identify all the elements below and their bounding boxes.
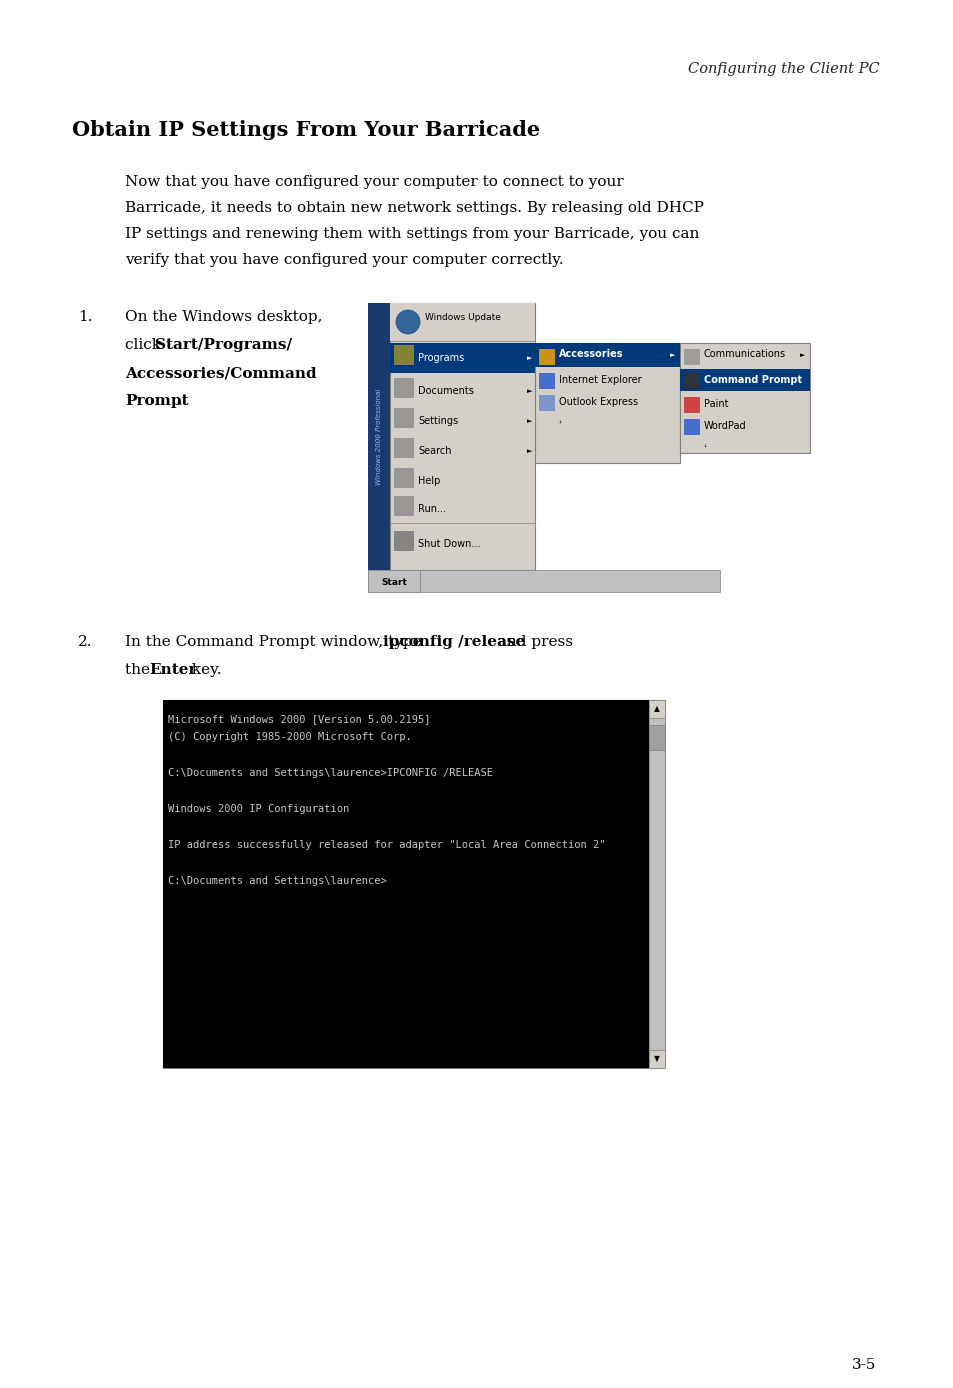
Bar [390, 343, 535, 373]
Bar [394, 408, 414, 428]
Text: ►: ► [800, 353, 804, 358]
Bar [394, 468, 414, 489]
Text: Settings: Settings [417, 416, 457, 426]
Bar [683, 419, 700, 434]
Text: Configuring the Client PC: Configuring the Client PC [687, 62, 879, 76]
Text: Enter: Enter [149, 663, 196, 677]
Text: Communications: Communications [703, 348, 785, 359]
Bar [538, 396, 555, 411]
Text: ►: ► [526, 355, 532, 361]
Bar [535, 343, 679, 464]
Text: 3-5: 3-5 [851, 1357, 875, 1371]
Bar [683, 348, 700, 365]
Text: Start/Programs/: Start/Programs/ [154, 339, 292, 353]
Bar [163, 700, 648, 1067]
Text: and press: and press [493, 634, 573, 650]
Bar [535, 343, 679, 366]
Bar [368, 303, 390, 570]
Text: ►: ► [526, 418, 532, 423]
Text: C:\Documents and Settings\laurence>IPCONFIG /RELEASE: C:\Documents and Settings\laurence>IPCON… [168, 768, 493, 779]
Text: On the Windows desktop,: On the Windows desktop, [125, 310, 322, 323]
Bar [394, 346, 414, 365]
Bar [390, 303, 535, 341]
Text: Accessories: Accessories [558, 348, 623, 359]
Text: ▲: ▲ [654, 705, 659, 713]
Bar [683, 397, 700, 414]
Bar [394, 496, 414, 516]
Bar [538, 348, 555, 365]
Text: 2.: 2. [78, 634, 92, 650]
Text: Paint: Paint [703, 398, 728, 409]
Bar [368, 570, 720, 593]
Text: verify that you have configured your computer correctly.: verify that you have configured your com… [125, 253, 563, 266]
Text: Outlook Express: Outlook Express [558, 397, 638, 407]
Text: ►: ► [526, 448, 532, 454]
Text: Windows Update: Windows Update [424, 314, 500, 322]
Text: the: the [125, 663, 154, 677]
Bar [683, 373, 700, 389]
Text: 1.: 1. [78, 310, 92, 323]
Text: IP address successfully released for adapter "Local Area Connection 2": IP address successfully released for ada… [168, 840, 605, 849]
Text: ►: ► [526, 389, 532, 394]
Bar [394, 378, 414, 398]
Bar [163, 700, 664, 1067]
Text: Start: Start [380, 577, 407, 587]
Text: Run...: Run... [417, 504, 446, 514]
Text: key.: key. [187, 663, 221, 677]
Bar [679, 369, 809, 391]
Text: IP settings and renewing them with settings from your Barricade, you can: IP settings and renewing them with setti… [125, 228, 699, 242]
Text: ꜜ: ꜜ [558, 419, 561, 428]
Text: click: click [125, 339, 166, 353]
Bar [538, 373, 555, 389]
Text: C:\Documents and Settings\laurence>: C:\Documents and Settings\laurence> [168, 876, 386, 886]
Text: ꜜ: ꜜ [703, 443, 706, 452]
Bar [679, 343, 809, 452]
Text: Documents: Documents [417, 386, 474, 396]
Text: Obtain IP Settings From Your Barricade: Obtain IP Settings From Your Barricade [71, 119, 539, 140]
Text: .: . [178, 394, 183, 408]
Text: Help: Help [417, 476, 440, 486]
Text: Accessories/Command: Accessories/Command [125, 366, 316, 380]
Bar [394, 532, 414, 551]
Text: ►: ► [669, 353, 675, 358]
Text: ▼: ▼ [654, 1055, 659, 1063]
Text: Programs: Programs [417, 353, 464, 364]
Text: Barricade, it needs to obtain new network settings. By releasing old DHCP: Barricade, it needs to obtain new networ… [125, 201, 703, 215]
Text: Prompt: Prompt [125, 394, 189, 408]
Bar [648, 700, 664, 1067]
Text: (C) Copyright 1985-2000 Microsoft Corp.: (C) Copyright 1985-2000 Microsoft Corp. [168, 731, 412, 743]
Text: WordPad: WordPad [703, 421, 746, 432]
Bar [390, 303, 535, 570]
Text: Windows 2000 IP Configuration: Windows 2000 IP Configuration [168, 804, 349, 813]
Text: Internet Explorer: Internet Explorer [558, 375, 641, 384]
Text: Microsoft Windows 2000 [Version 5.00.2195]: Microsoft Windows 2000 [Version 5.00.219… [168, 713, 430, 725]
Bar [648, 1049, 664, 1067]
Bar [394, 439, 414, 458]
Text: In the Command Prompt window, type: In the Command Prompt window, type [125, 634, 426, 650]
Text: ipconfig /release: ipconfig /release [382, 634, 525, 650]
Bar [648, 700, 664, 718]
Bar [368, 570, 419, 593]
Text: Command Prompt: Command Prompt [703, 375, 801, 384]
Text: Windows 2000 Professional: Windows 2000 Professional [375, 389, 381, 484]
Text: Now that you have configured your computer to connect to your: Now that you have configured your comput… [125, 175, 623, 189]
Circle shape [395, 310, 419, 335]
Text: Search: Search [417, 446, 451, 457]
Text: Shut Down...: Shut Down... [417, 539, 480, 550]
Bar [648, 725, 664, 750]
